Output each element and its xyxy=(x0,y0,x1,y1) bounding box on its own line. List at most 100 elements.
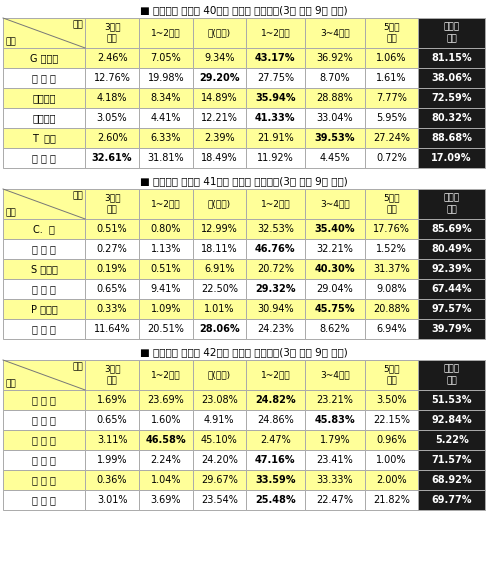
Bar xyxy=(85,470,139,490)
Text: 1.09%: 1.09% xyxy=(151,304,181,314)
Text: 3.05%: 3.05% xyxy=(97,113,127,123)
Text: 5인더
이하: 5인더 이하 xyxy=(383,193,400,214)
Text: 22.50%: 22.50% xyxy=(201,284,238,294)
Text: ■ 골프토토 스페셔 40회차 투표를 중간집계(3일 오전 9시 현재): ■ 골프토토 스페셔 40회차 투표를 중간집계(3일 오전 9시 현재) xyxy=(140,6,348,16)
Text: 28.88%: 28.88% xyxy=(316,93,353,103)
Bar xyxy=(3,390,85,410)
Bar xyxy=(193,219,245,239)
Bar xyxy=(418,279,485,299)
Bar xyxy=(3,410,85,430)
Bar xyxy=(193,319,245,339)
Text: 0.19%: 0.19% xyxy=(97,264,127,274)
Bar xyxy=(365,470,418,490)
Text: 3오버
이상: 3오버 이상 xyxy=(104,193,121,214)
Text: 46.58%: 46.58% xyxy=(145,435,186,445)
Text: 4.91%: 4.91% xyxy=(204,415,235,425)
Bar xyxy=(418,68,485,88)
Bar xyxy=(139,360,193,390)
Text: 67.44%: 67.44% xyxy=(431,284,472,294)
Text: 2.00%: 2.00% xyxy=(376,475,407,485)
Text: 7.77%: 7.77% xyxy=(376,93,407,103)
Text: 5인더
이하: 5인더 이하 xyxy=(383,22,400,43)
Bar xyxy=(418,430,485,450)
Bar xyxy=(305,189,365,219)
Text: 0.96%: 0.96% xyxy=(376,435,407,445)
Bar xyxy=(245,390,305,410)
Bar xyxy=(305,219,365,239)
Bar xyxy=(305,239,365,259)
Bar xyxy=(418,108,485,128)
Bar xyxy=(365,48,418,68)
Text: 1.99%: 1.99% xyxy=(97,455,127,465)
Bar xyxy=(193,108,245,128)
Bar xyxy=(3,239,85,259)
Bar xyxy=(193,360,245,390)
Bar xyxy=(85,128,139,148)
Bar xyxy=(305,108,365,128)
Text: 3오버
이상: 3오버 이상 xyxy=(104,22,121,43)
Bar xyxy=(305,299,365,319)
Bar xyxy=(418,259,485,279)
Bar xyxy=(305,319,365,339)
Bar xyxy=(193,490,245,510)
Text: 69.77%: 69.77% xyxy=(431,495,472,505)
Bar xyxy=(3,490,85,510)
Text: 4.41%: 4.41% xyxy=(151,113,181,123)
Bar xyxy=(305,360,365,390)
Text: 35.40%: 35.40% xyxy=(315,224,355,234)
Text: 24.86%: 24.86% xyxy=(257,415,294,425)
Bar xyxy=(245,148,305,168)
Bar xyxy=(365,68,418,88)
Text: 39.79%: 39.79% xyxy=(431,324,472,334)
Text: 23.54%: 23.54% xyxy=(201,495,238,505)
Bar xyxy=(245,360,305,390)
Text: 3~4인더: 3~4인더 xyxy=(320,200,349,209)
Text: 88.68%: 88.68% xyxy=(431,133,472,143)
Bar xyxy=(305,430,365,450)
Bar xyxy=(193,450,245,470)
Text: 2.60%: 2.60% xyxy=(97,133,127,143)
Text: 1~2인더: 1~2인더 xyxy=(261,29,290,38)
Text: 27.75%: 27.75% xyxy=(257,73,294,83)
Bar xyxy=(245,470,305,490)
Text: 1.06%: 1.06% xyxy=(376,53,407,63)
Bar xyxy=(365,299,418,319)
Bar xyxy=(305,148,365,168)
Bar xyxy=(85,148,139,168)
Text: 29.32%: 29.32% xyxy=(255,284,296,294)
Text: 3오버
이상: 3오버 이상 xyxy=(104,365,121,386)
Text: 18.11%: 18.11% xyxy=(201,244,238,254)
Bar xyxy=(85,279,139,299)
Text: 11.92%: 11.92% xyxy=(257,153,294,163)
Text: 45.83%: 45.83% xyxy=(314,415,355,425)
Bar xyxy=(85,189,139,219)
Text: 선수: 선수 xyxy=(5,208,16,217)
Bar xyxy=(365,450,418,470)
Text: 0.36%: 0.36% xyxy=(97,475,127,485)
Text: 5.95%: 5.95% xyxy=(376,113,407,123)
Bar xyxy=(245,490,305,510)
Text: 24.20%: 24.20% xyxy=(201,455,238,465)
Bar xyxy=(139,319,193,339)
Bar xyxy=(365,319,418,339)
Text: 92.39%: 92.39% xyxy=(431,264,472,274)
Bar xyxy=(418,18,485,48)
Text: 8.70%: 8.70% xyxy=(320,73,350,83)
Bar xyxy=(3,108,85,128)
Text: 32.21%: 32.21% xyxy=(316,244,353,254)
Text: 1.00%: 1.00% xyxy=(376,455,407,465)
Text: 24.23%: 24.23% xyxy=(257,324,294,334)
Text: 3.11%: 3.11% xyxy=(97,435,127,445)
Text: 5.22%: 5.22% xyxy=(435,435,468,445)
Text: 29.67%: 29.67% xyxy=(201,475,238,485)
Text: 4.45%: 4.45% xyxy=(320,153,350,163)
Bar xyxy=(305,490,365,510)
Text: 6.94%: 6.94% xyxy=(376,324,407,334)
Bar xyxy=(193,68,245,88)
Text: 43.17%: 43.17% xyxy=(255,53,296,63)
Text: 36.92%: 36.92% xyxy=(316,53,353,63)
Text: 27.24%: 27.24% xyxy=(373,133,410,143)
Bar xyxy=(193,128,245,148)
Text: 안 선 주: 안 선 주 xyxy=(32,475,56,485)
Text: 3.69%: 3.69% xyxy=(151,495,181,505)
